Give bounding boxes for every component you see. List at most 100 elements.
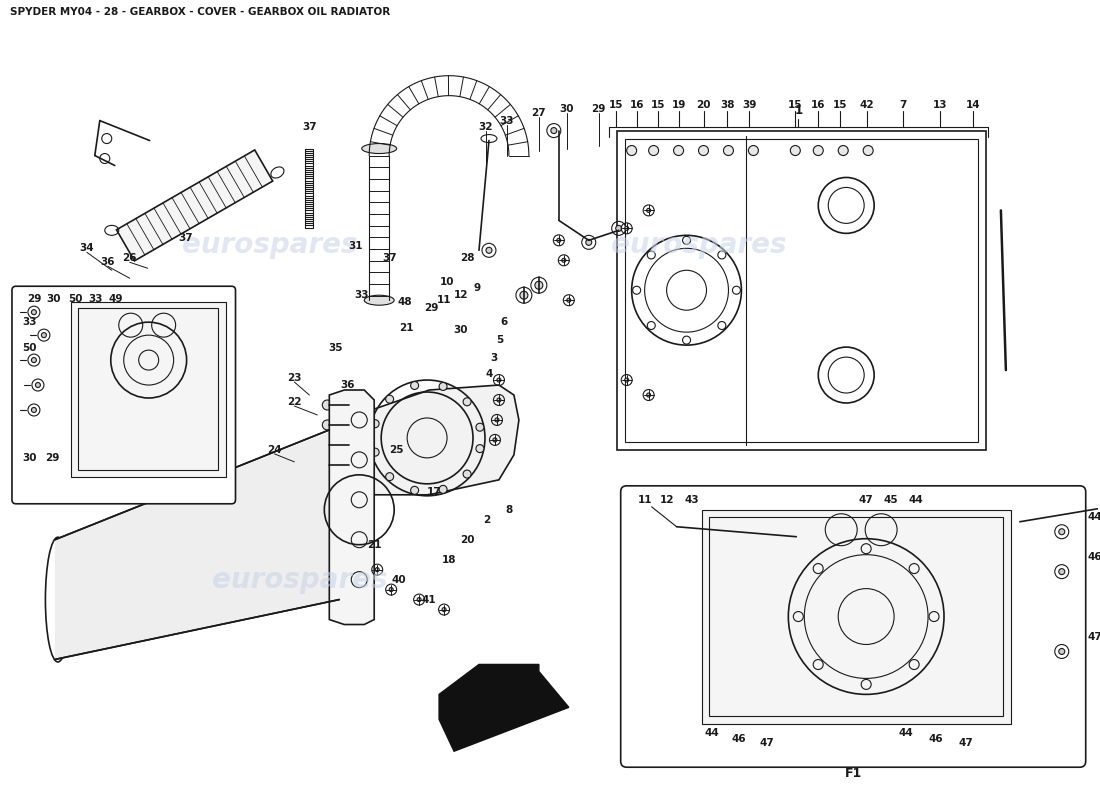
Text: 20: 20	[460, 534, 474, 545]
Text: 23: 23	[287, 373, 301, 383]
Text: 22: 22	[287, 397, 301, 407]
Circle shape	[486, 247, 492, 254]
Text: 19: 19	[671, 100, 685, 110]
Polygon shape	[338, 385, 519, 495]
Circle shape	[35, 382, 41, 387]
Circle shape	[322, 400, 332, 410]
Text: 28: 28	[460, 254, 474, 263]
Text: eurospares: eurospares	[182, 231, 358, 259]
Ellipse shape	[364, 295, 394, 305]
Text: 47: 47	[859, 494, 873, 505]
Text: 8: 8	[505, 505, 513, 514]
Text: 3: 3	[491, 353, 497, 363]
Circle shape	[673, 146, 683, 155]
Text: eurospares: eurospares	[211, 566, 387, 594]
Text: 38: 38	[720, 100, 735, 110]
Text: 27: 27	[531, 108, 547, 118]
Bar	[617, 130, 986, 450]
Text: 33: 33	[23, 317, 37, 327]
Text: 12: 12	[454, 290, 469, 300]
Text: 29: 29	[424, 303, 438, 313]
Text: 10: 10	[440, 278, 454, 287]
Text: 29: 29	[592, 104, 606, 114]
Circle shape	[410, 486, 419, 494]
Text: 32: 32	[478, 122, 493, 131]
Circle shape	[1059, 529, 1065, 534]
Circle shape	[322, 460, 332, 470]
Text: 49: 49	[109, 294, 123, 304]
Circle shape	[463, 470, 471, 478]
Text: 37: 37	[302, 122, 317, 131]
Circle shape	[32, 407, 36, 413]
Circle shape	[790, 146, 801, 155]
Text: eurospares: eurospares	[661, 566, 836, 594]
Circle shape	[625, 226, 629, 230]
Text: 15: 15	[650, 100, 664, 110]
Ellipse shape	[362, 143, 397, 154]
Circle shape	[535, 282, 543, 290]
Text: 41: 41	[421, 594, 437, 605]
Text: 11: 11	[437, 295, 451, 306]
Text: 45: 45	[883, 494, 899, 505]
Polygon shape	[117, 150, 273, 261]
Circle shape	[463, 398, 471, 406]
Polygon shape	[55, 430, 339, 659]
Circle shape	[417, 598, 421, 602]
Text: 29: 29	[45, 453, 59, 463]
Text: 42: 42	[860, 100, 875, 110]
Circle shape	[495, 418, 499, 422]
Text: 47: 47	[759, 738, 773, 748]
Bar	[78, 308, 218, 470]
Text: 15: 15	[608, 100, 623, 110]
Circle shape	[566, 298, 571, 302]
Text: 2: 2	[483, 514, 491, 525]
Circle shape	[616, 226, 622, 231]
Text: 44: 44	[1087, 512, 1100, 522]
Text: 50: 50	[23, 343, 37, 353]
FancyBboxPatch shape	[620, 486, 1086, 767]
Circle shape	[42, 333, 46, 338]
Text: 36: 36	[340, 380, 354, 390]
Text: 12: 12	[659, 494, 674, 505]
Circle shape	[386, 473, 394, 481]
Circle shape	[439, 382, 447, 390]
Text: 5: 5	[496, 335, 504, 345]
Circle shape	[864, 146, 873, 155]
Text: SPYDER MY04 - 28 - GEARBOX - COVER - GEARBOX OIL RADIATOR: SPYDER MY04 - 28 - GEARBOX - COVER - GEA…	[10, 7, 390, 17]
Circle shape	[724, 146, 734, 155]
Text: 39: 39	[742, 100, 757, 110]
Text: 33: 33	[88, 294, 103, 304]
Circle shape	[647, 209, 650, 212]
Circle shape	[497, 378, 500, 382]
Circle shape	[32, 358, 36, 362]
Circle shape	[562, 258, 565, 262]
Text: 30: 30	[454, 325, 469, 335]
Text: 21: 21	[367, 540, 382, 550]
Text: 14: 14	[966, 100, 980, 110]
Circle shape	[557, 238, 561, 242]
Circle shape	[838, 146, 848, 155]
Text: 47: 47	[958, 738, 974, 748]
Text: 26: 26	[122, 254, 138, 263]
Text: 48: 48	[398, 298, 412, 307]
Bar	[625, 138, 978, 442]
Text: 4: 4	[485, 369, 493, 379]
Circle shape	[322, 420, 332, 430]
Circle shape	[698, 146, 708, 155]
Text: 13: 13	[933, 100, 947, 110]
Circle shape	[647, 393, 650, 397]
Text: 24: 24	[267, 445, 282, 455]
Circle shape	[748, 146, 758, 155]
Text: 21: 21	[399, 323, 414, 333]
Text: 30: 30	[46, 294, 62, 304]
Text: 1: 1	[794, 104, 802, 117]
Text: 15: 15	[788, 100, 803, 110]
Text: 40: 40	[392, 574, 407, 585]
Bar	[702, 510, 1011, 724]
Text: 7: 7	[900, 100, 906, 110]
Text: 50: 50	[68, 294, 84, 304]
Text: 43: 43	[684, 494, 699, 505]
Circle shape	[410, 382, 419, 390]
Text: 30: 30	[23, 453, 37, 463]
Circle shape	[371, 420, 380, 428]
